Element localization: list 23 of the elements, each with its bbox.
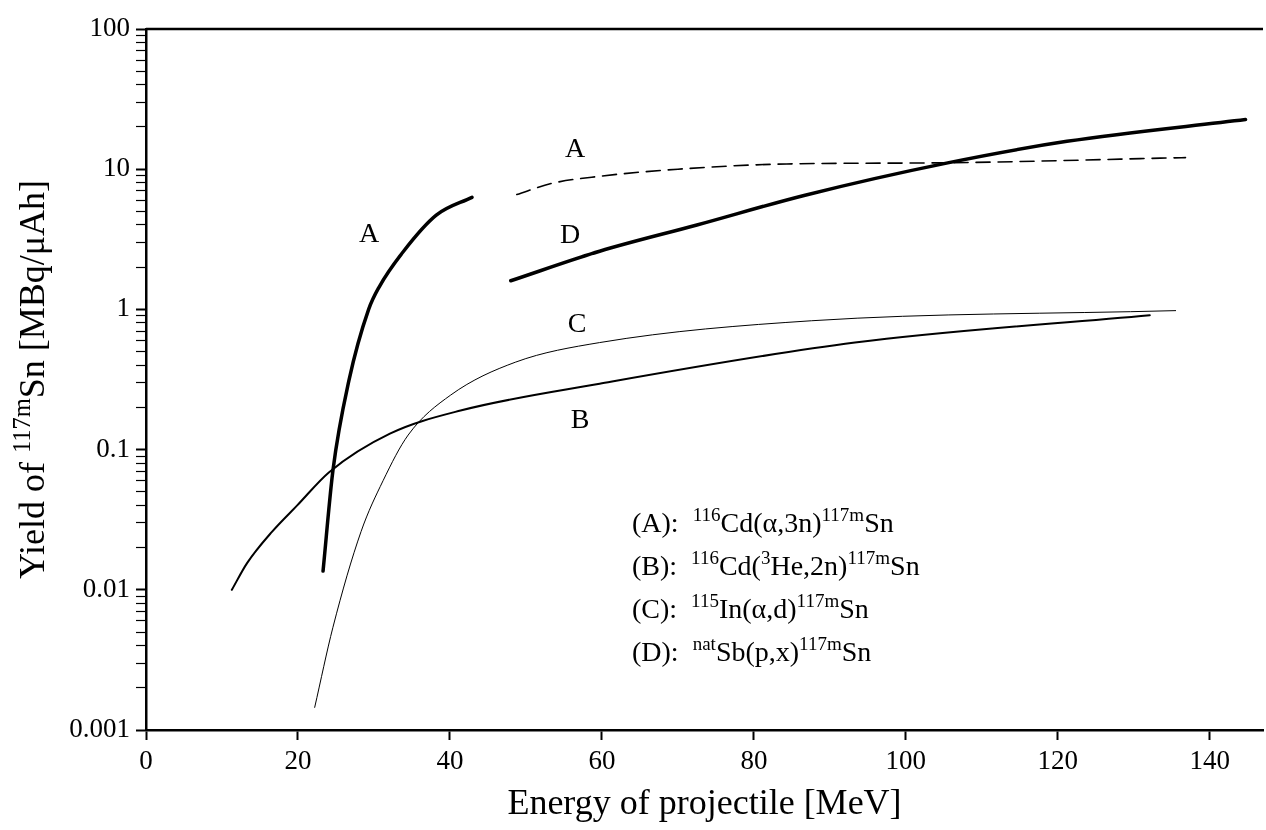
y-tick-label: 0.001	[69, 713, 130, 744]
x-tick-label: 100	[885, 745, 927, 776]
y-axis-title: Yield of 117mSn [MBq/μAh]	[7, 179, 52, 580]
y-tick-label: 0.01	[82, 572, 130, 603]
x-tick-label: 20	[284, 745, 312, 776]
x-tick-label: 80	[740, 745, 768, 776]
annotation: A	[358, 217, 380, 248]
y-tick-label: 100	[89, 12, 130, 43]
annotation: C	[567, 307, 587, 338]
y-tick-label: 0.1	[96, 432, 130, 463]
y-tick-label: 10	[103, 152, 130, 183]
x-tick-label: 40	[436, 745, 464, 776]
x-tick-label: 120	[1037, 745, 1079, 776]
x-tick-label: 60	[588, 745, 616, 776]
line-series	[508, 117, 1248, 283]
x-axis-title: Energy of projectile [MeV]	[507, 782, 902, 822]
x-tick-label: 0	[139, 745, 153, 776]
y-tick-label: 1	[116, 292, 130, 323]
annotation: B	[570, 403, 590, 434]
annotation: A	[564, 132, 586, 163]
annotation: D	[559, 218, 581, 249]
line-series	[516, 156, 1187, 196]
x-tick-label: 140	[1189, 745, 1231, 776]
